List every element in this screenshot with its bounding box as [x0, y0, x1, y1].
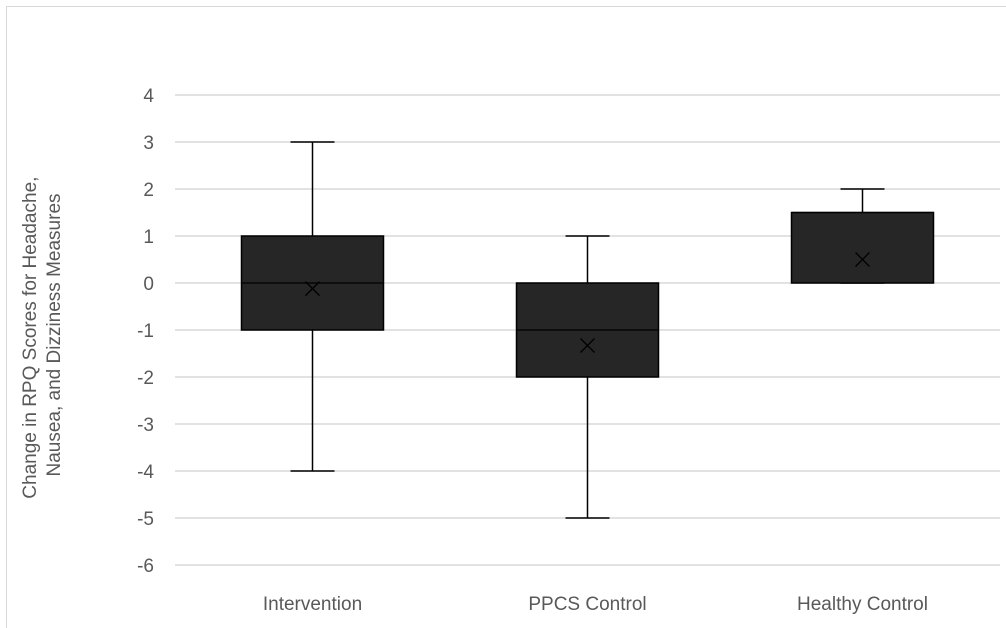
y-tick-label: 1	[143, 227, 154, 248]
y-tick-label: -5	[137, 509, 154, 530]
y-tick-label: 4	[143, 86, 154, 107]
box-group	[790, 188, 935, 284]
y-tick-labels: 4 3 2 1 0 -1 -2 -3 -4 -5 -6	[137, 86, 154, 577]
box-series	[240, 141, 935, 519]
y-tick-label: 0	[143, 274, 154, 295]
x-tick-label: Intervention	[263, 594, 362, 615]
mean-marker	[580, 338, 595, 353]
x-tick-label: Healthy Control	[797, 594, 928, 615]
y-tick-label: 2	[143, 180, 154, 201]
x-tick-labels: Intervention PPCS Control Healthy Control	[263, 594, 928, 615]
mean-marker-stroke	[855, 252, 870, 267]
y-tick-label: -2	[137, 368, 154, 389]
y-axis-label-line-2: Nausea, and Dizziness Measures	[44, 193, 65, 476]
y-tick-label: -1	[137, 321, 154, 342]
box-group	[240, 141, 385, 472]
box-group	[515, 235, 660, 519]
mean-marker-stroke	[305, 281, 320, 297]
iqr-box	[790, 211, 935, 284]
mean-marker-stroke	[580, 338, 595, 353]
y-tick-label: 3	[143, 133, 154, 154]
y-tick-label: -6	[137, 556, 154, 577]
mean-marker	[305, 281, 320, 297]
y-tick-label: -3	[137, 415, 154, 436]
mean-marker	[855, 252, 870, 267]
y-axis-label: Change in RPQ Scores for Headache, Nause…	[20, 171, 65, 498]
y-axis-label-line-1: Change in RPQ Scores for Headache,	[20, 177, 41, 499]
y-tick-label: -4	[137, 462, 154, 483]
chart-frame	[6, 6, 1006, 628]
x-tick-label: PPCS Control	[528, 594, 646, 615]
